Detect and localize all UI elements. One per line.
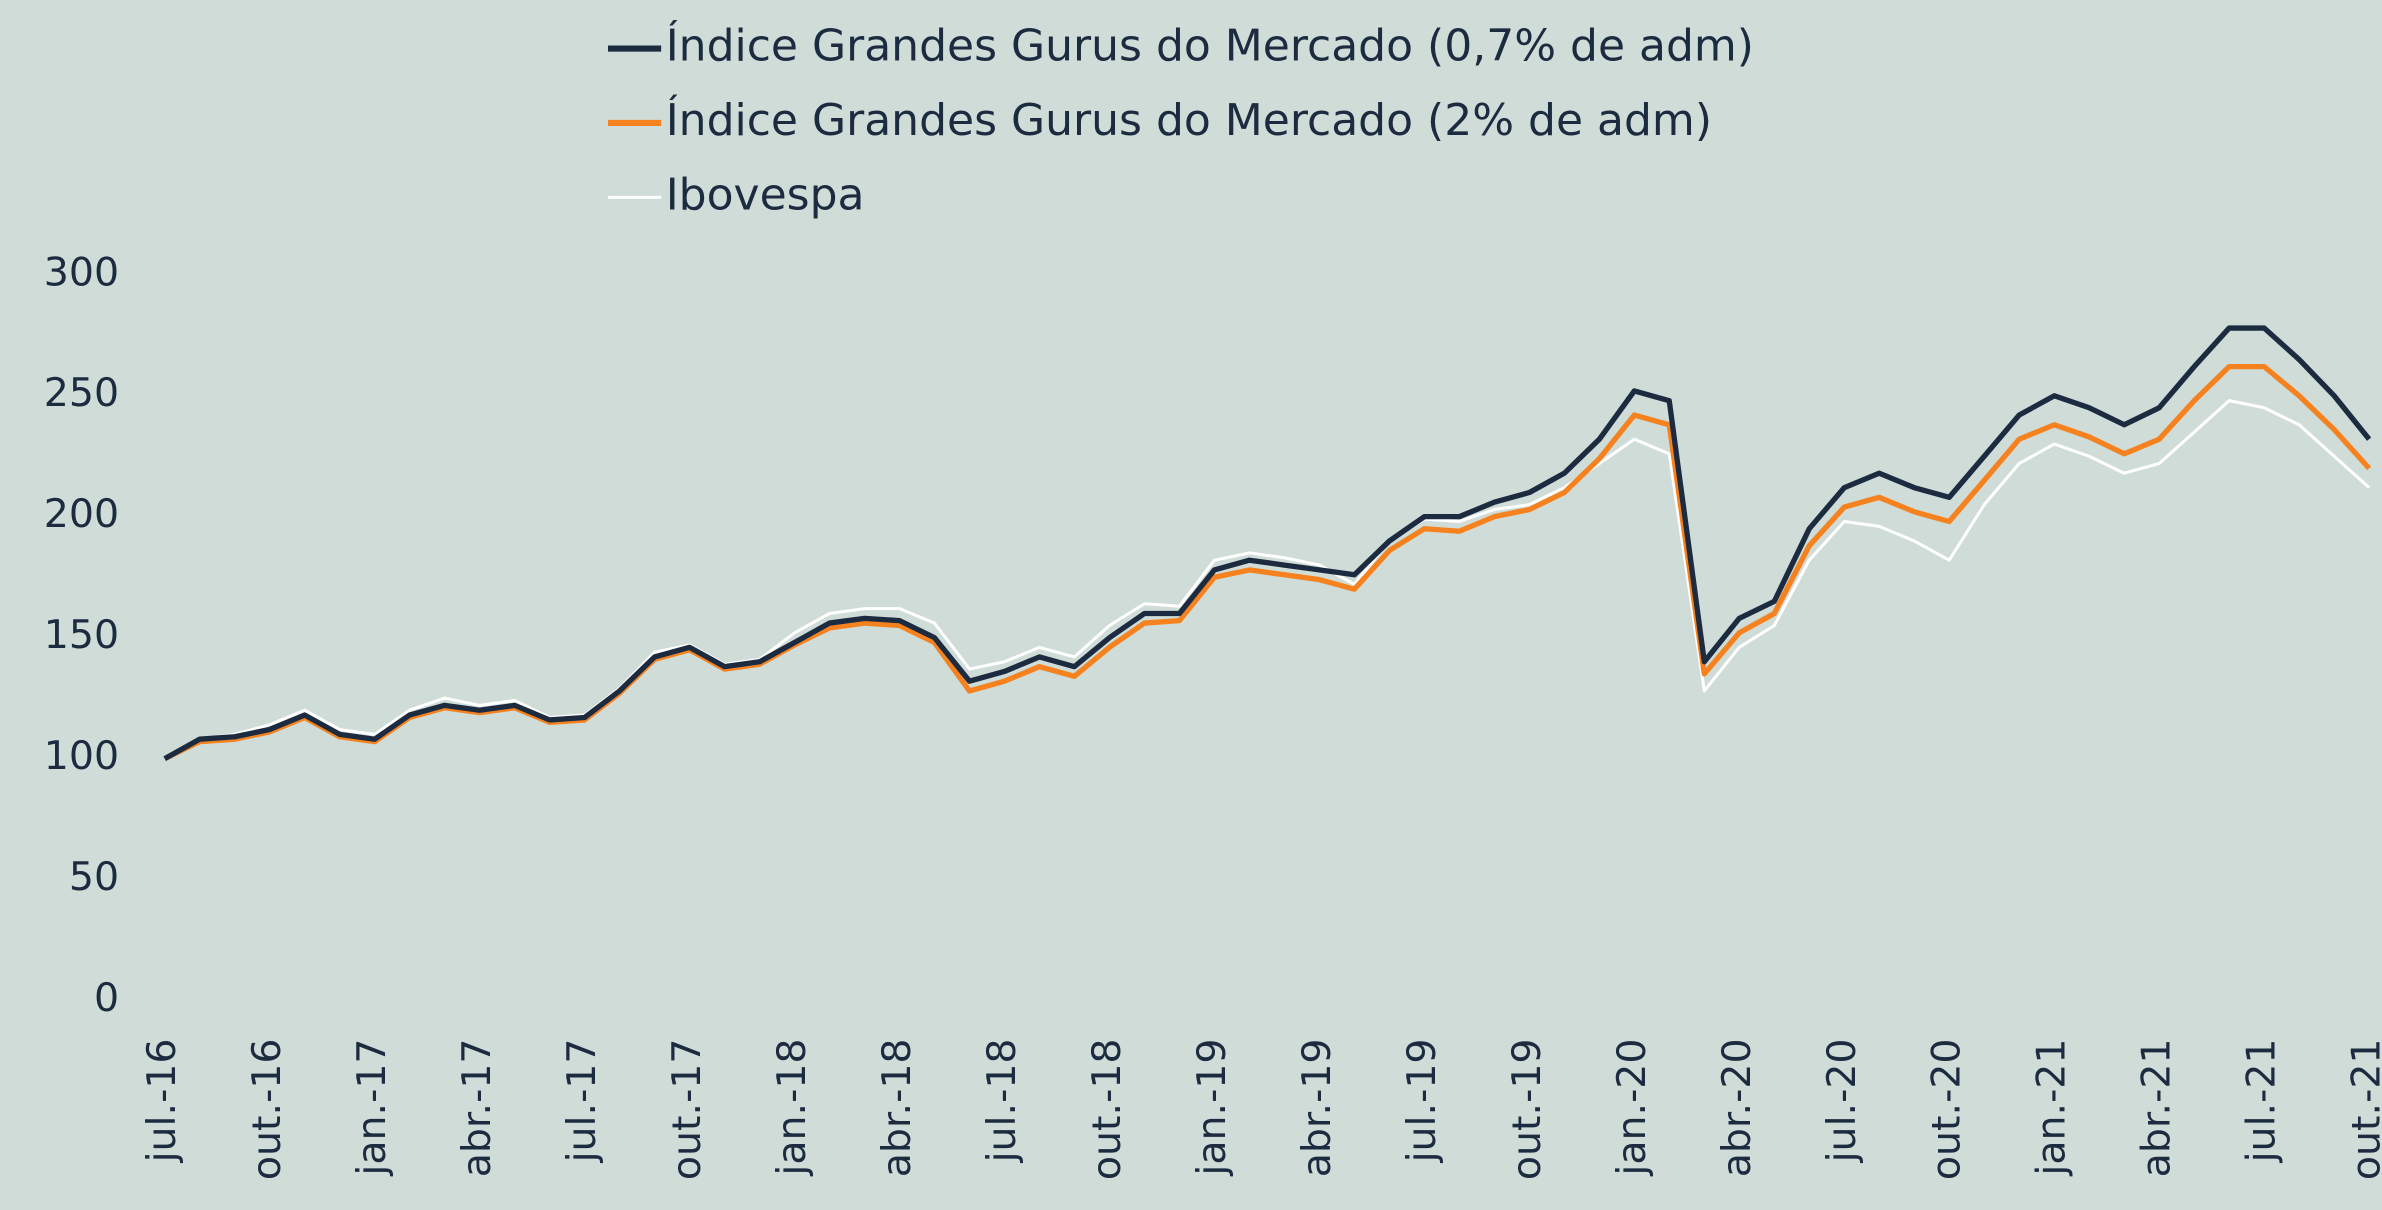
legend-label: Ibovespa <box>666 169 865 220</box>
x-tick-label: abr.-19 <box>1294 1038 1340 1177</box>
x-tick-label: abr.-21 <box>2134 1038 2180 1177</box>
x-tick-label: out.-21 <box>2344 1038 2382 1180</box>
x-tick-label: abr.-17 <box>454 1038 500 1177</box>
x-tick-label: jan.-20 <box>1609 1038 1655 1176</box>
x-tick-label: out.-17 <box>664 1038 710 1180</box>
x-tick-label: jul.-18 <box>979 1038 1025 1163</box>
y-tick-label: 200 <box>44 491 119 537</box>
x-tick-label: jan.-18 <box>769 1038 815 1176</box>
series-line <box>163 399 2371 760</box>
series-line <box>163 325 2372 761</box>
y-tick-label: 250 <box>44 370 119 416</box>
x-tick-label: abr.-18 <box>874 1038 920 1177</box>
x-tick-label: jul.-20 <box>1819 1038 1865 1163</box>
legend-label: Índice Grandes Gurus do Mercado (2% de a… <box>666 93 1712 146</box>
x-tick-label: jul.-16 <box>139 1038 185 1163</box>
x-tick-label: out.-19 <box>1504 1038 1550 1180</box>
x-tick-label: jan.-19 <box>1189 1038 1235 1176</box>
x-tick-label: abr.-20 <box>1714 1038 1760 1177</box>
y-tick-label: 50 <box>69 854 119 900</box>
x-tick-label: jul.-21 <box>2239 1038 2285 1163</box>
legend-label: Índice Grandes Gurus do Mercado (0,7% de… <box>666 19 1754 72</box>
x-tick-label: jul.-17 <box>559 1038 605 1163</box>
x-tick-label: out.-18 <box>1084 1038 1130 1180</box>
x-tick-label: out.-20 <box>1924 1038 1970 1180</box>
y-tick-label: 0 <box>94 975 119 1021</box>
y-tick-label: 100 <box>44 733 119 779</box>
x-tick-label: jan.-17 <box>349 1038 395 1176</box>
x-tick-label: jan.-21 <box>2029 1038 2075 1176</box>
x-tick-label: jul.-19 <box>1399 1038 1445 1163</box>
y-tick-label: 300 <box>44 249 119 295</box>
y-tick-label: 150 <box>44 612 119 658</box>
x-tick-label: out.-16 <box>244 1038 290 1180</box>
